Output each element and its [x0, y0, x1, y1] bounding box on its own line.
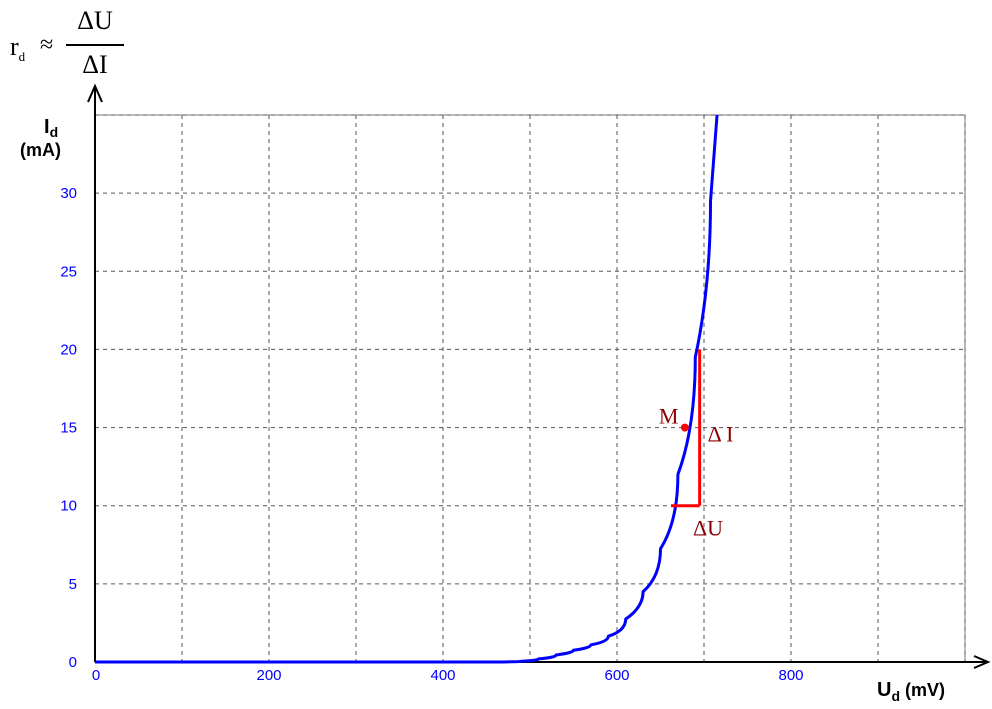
x-tick-label: 200: [256, 667, 281, 684]
y-tick-label: 10: [60, 498, 77, 515]
iv-curve: [95, 114, 719, 664]
tick-labels: 0 5 10 15 20 25 30 0 200 400 600 800: [60, 185, 803, 684]
point-m-marker: [680, 423, 689, 432]
y-tick-label: 0: [69, 654, 77, 671]
axes: [87, 83, 991, 669]
y-tick-label: 15: [60, 420, 77, 437]
formula-approx-sign: ≈: [40, 32, 54, 58]
x-tick-label: 0: [92, 667, 100, 684]
formula-fraction-bar: [66, 44, 124, 46]
formula-numerator: ΔU: [77, 6, 113, 35]
curve-layer: [95, 114, 719, 664]
y-tick-label: 5: [69, 576, 77, 593]
x-tick-label: 400: [430, 667, 455, 684]
annotations: M Δ I ΔU: [659, 349, 734, 541]
resistance-formula: rd ≈ ΔU ΔI: [10, 4, 150, 84]
y-tick-label: 20: [60, 341, 77, 358]
y-tick-label: 25: [60, 263, 77, 280]
y-axis-arrow: [87, 83, 103, 103]
axis-labels: Id(mA) Ud (mV): [20, 116, 945, 704]
y-tick-label: 30: [60, 185, 77, 202]
x-tick-label: 600: [604, 667, 629, 684]
grid: [94, 114, 966, 663]
x-axis-label: Ud (mV): [877, 679, 945, 704]
point-m-label: M: [659, 404, 679, 429]
delta-u-label: ΔU: [693, 516, 723, 541]
delta-i-label: Δ I: [708, 422, 734, 447]
y-axis-unit: (mA): [20, 140, 61, 160]
y-axis-label: Id: [44, 116, 58, 140]
x-axis-arrow: [973, 655, 991, 669]
formula-denominator: ΔI: [82, 50, 108, 79]
formula-lhs: rd: [10, 32, 26, 64]
x-tick-label: 800: [778, 667, 803, 684]
